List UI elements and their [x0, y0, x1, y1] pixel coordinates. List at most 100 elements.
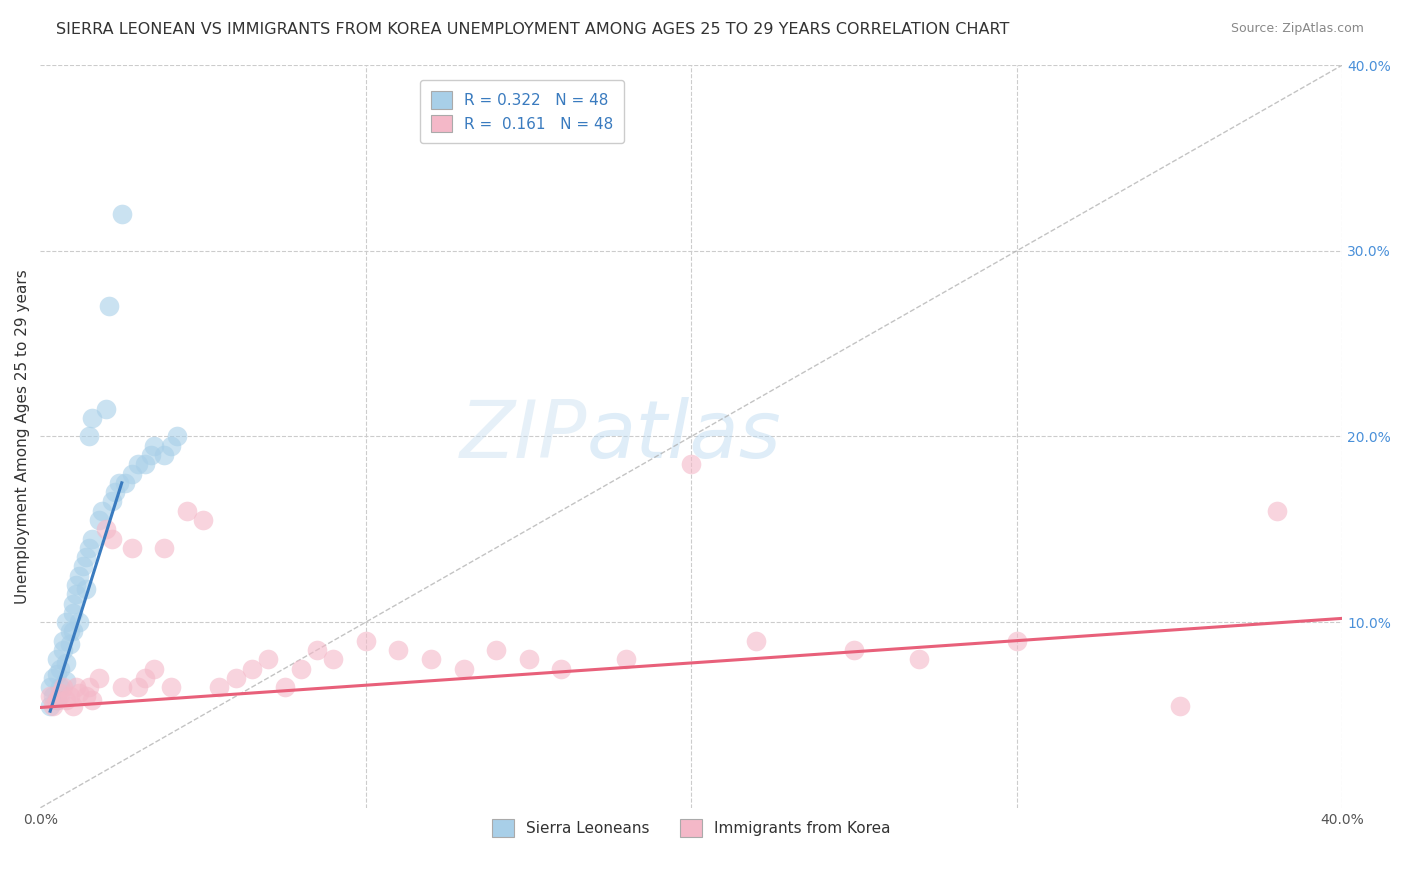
Point: [101, 494, 124, 508]
Point: [49, 685, 72, 699]
Point: [52, 643, 75, 657]
Point: [55, 693, 77, 707]
Point: [39, 698, 62, 713]
Point: [91, 504, 114, 518]
Point: [681, 457, 703, 471]
Point: [65, 680, 87, 694]
Point: [134, 671, 156, 685]
Point: [153, 448, 176, 462]
Point: [97, 300, 120, 314]
Point: [127, 680, 149, 694]
Point: [1168, 698, 1191, 713]
Point: [45, 693, 67, 707]
Point: [240, 661, 263, 675]
Point: [159, 680, 181, 694]
Legend: Sierra Leoneans, Immigrants from Korea: Sierra Leoneans, Immigrants from Korea: [485, 812, 898, 845]
Point: [322, 652, 344, 666]
Point: [139, 448, 162, 462]
Point: [52, 680, 75, 694]
Text: Source: ZipAtlas.com: Source: ZipAtlas.com: [1230, 22, 1364, 36]
Point: [842, 643, 865, 657]
Text: SIERRA LEONEAN VS IMMIGRANTS FROM KOREA UNEMPLOYMENT AMONG AGES 25 TO 29 YEARS C: SIERRA LEONEAN VS IMMIGRANTS FROM KOREA …: [56, 22, 1010, 37]
Point: [62, 597, 84, 611]
Point: [49, 690, 72, 704]
Point: [517, 652, 540, 666]
Point: [94, 522, 117, 536]
Point: [121, 541, 143, 555]
Point: [101, 532, 124, 546]
Point: [143, 661, 166, 675]
Point: [75, 690, 97, 704]
Point: [176, 504, 198, 518]
Point: [1265, 504, 1288, 518]
Point: [1005, 633, 1028, 648]
Point: [77, 429, 100, 443]
Point: [420, 652, 443, 666]
Point: [307, 643, 329, 657]
Point: [69, 685, 91, 699]
Point: [387, 643, 409, 657]
Point: [69, 615, 91, 629]
Point: [290, 661, 312, 675]
Point: [485, 643, 508, 657]
Point: [121, 467, 143, 481]
Point: [55, 674, 77, 689]
Point: [143, 439, 166, 453]
Point: [87, 671, 110, 685]
Point: [114, 475, 136, 490]
Point: [75, 582, 97, 596]
Point: [52, 633, 75, 648]
Point: [75, 550, 97, 565]
Point: [159, 439, 181, 453]
Point: [62, 606, 84, 620]
Point: [453, 661, 475, 675]
Point: [104, 485, 127, 500]
Point: [65, 578, 87, 592]
Point: [65, 587, 87, 601]
Point: [550, 661, 572, 675]
Point: [42, 690, 65, 704]
Point: [134, 457, 156, 471]
Point: [39, 680, 62, 694]
Point: [166, 429, 188, 443]
Point: [107, 475, 129, 490]
Point: [614, 652, 637, 666]
Point: [62, 624, 84, 639]
Point: [153, 541, 176, 555]
Point: [55, 615, 77, 629]
Point: [59, 690, 82, 704]
Point: [59, 624, 82, 639]
Point: [69, 568, 91, 582]
Point: [72, 559, 94, 574]
Point: [62, 698, 84, 713]
Point: [908, 652, 931, 666]
Point: [45, 652, 67, 666]
Point: [45, 667, 67, 681]
Point: [59, 637, 82, 651]
Point: [42, 671, 65, 685]
Point: [82, 693, 104, 707]
Point: [49, 680, 72, 694]
Point: [111, 206, 134, 220]
Text: atlas: atlas: [588, 398, 782, 475]
Text: ZIP: ZIP: [460, 398, 588, 475]
Y-axis label: Unemployment Among Ages 25 to 29 years: Unemployment Among Ages 25 to 29 years: [15, 269, 30, 604]
Point: [55, 656, 77, 670]
Point: [111, 680, 134, 694]
Point: [225, 671, 247, 685]
Point: [45, 693, 67, 707]
Point: [257, 652, 280, 666]
Point: [354, 633, 377, 648]
Point: [191, 513, 214, 527]
Point: [82, 410, 104, 425]
Point: [82, 532, 104, 546]
Point: [94, 401, 117, 416]
Point: [745, 633, 768, 648]
Point: [127, 457, 149, 471]
Point: [77, 680, 100, 694]
Point: [49, 661, 72, 675]
Point: [39, 690, 62, 704]
Point: [208, 680, 231, 694]
Point: [273, 680, 295, 694]
Point: [77, 541, 100, 555]
